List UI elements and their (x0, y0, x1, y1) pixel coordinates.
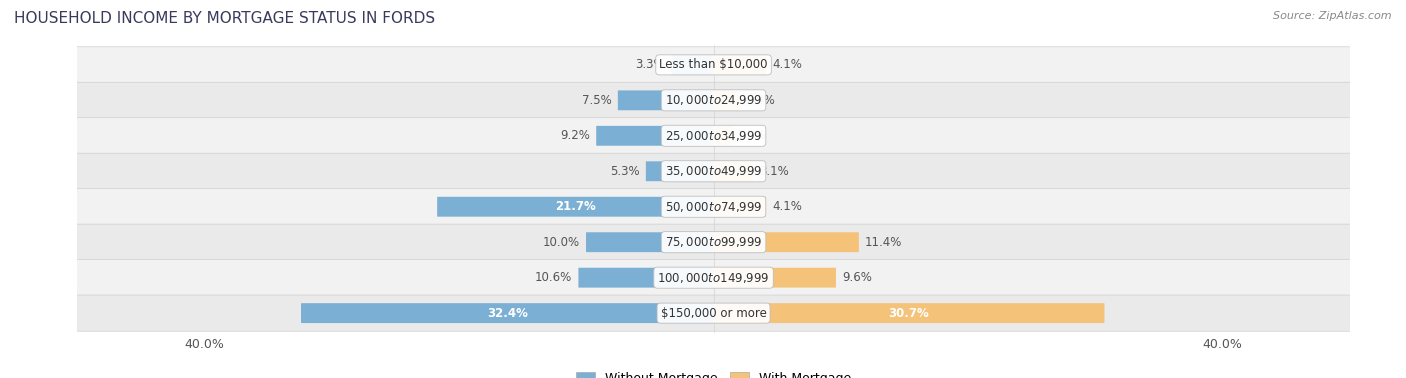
FancyBboxPatch shape (27, 118, 1400, 154)
FancyBboxPatch shape (713, 55, 766, 75)
Text: 11.4%: 11.4% (865, 236, 903, 249)
Text: $10,000 to $24,999: $10,000 to $24,999 (665, 93, 762, 107)
Text: 1.3%: 1.3% (737, 129, 766, 142)
Text: Less than $10,000: Less than $10,000 (659, 58, 768, 71)
Text: $35,000 to $49,999: $35,000 to $49,999 (665, 164, 762, 178)
FancyBboxPatch shape (27, 153, 1400, 189)
FancyBboxPatch shape (27, 260, 1400, 296)
Text: 10.0%: 10.0% (543, 236, 579, 249)
FancyBboxPatch shape (645, 161, 714, 181)
Text: $150,000 or more: $150,000 or more (661, 307, 766, 320)
FancyBboxPatch shape (596, 126, 714, 146)
Text: 10.6%: 10.6% (536, 271, 572, 284)
FancyBboxPatch shape (437, 197, 714, 217)
Text: 4.1%: 4.1% (772, 58, 801, 71)
Text: 4.1%: 4.1% (772, 200, 801, 213)
FancyBboxPatch shape (671, 55, 714, 75)
Text: 21.7%: 21.7% (555, 200, 596, 213)
Text: HOUSEHOLD INCOME BY MORTGAGE STATUS IN FORDS: HOUSEHOLD INCOME BY MORTGAGE STATUS IN F… (14, 11, 436, 26)
Text: 5.3%: 5.3% (610, 165, 640, 178)
FancyBboxPatch shape (586, 232, 714, 252)
FancyBboxPatch shape (617, 90, 714, 110)
FancyBboxPatch shape (713, 197, 766, 217)
Text: 30.7%: 30.7% (889, 307, 929, 320)
Text: $75,000 to $99,999: $75,000 to $99,999 (665, 235, 762, 249)
Text: 3.3%: 3.3% (636, 58, 665, 71)
Text: 9.2%: 9.2% (560, 129, 591, 142)
FancyBboxPatch shape (713, 303, 1105, 323)
Text: 2.0%: 2.0% (745, 94, 775, 107)
Text: 32.4%: 32.4% (486, 307, 527, 320)
Text: 3.1%: 3.1% (759, 165, 789, 178)
FancyBboxPatch shape (713, 232, 859, 252)
FancyBboxPatch shape (713, 90, 740, 110)
Text: 7.5%: 7.5% (582, 94, 612, 107)
Text: 9.6%: 9.6% (842, 271, 872, 284)
FancyBboxPatch shape (27, 224, 1400, 260)
Text: $50,000 to $74,999: $50,000 to $74,999 (665, 200, 762, 214)
Text: $25,000 to $34,999: $25,000 to $34,999 (665, 129, 762, 143)
FancyBboxPatch shape (27, 189, 1400, 225)
Text: $100,000 to $149,999: $100,000 to $149,999 (658, 271, 769, 285)
FancyBboxPatch shape (713, 161, 754, 181)
FancyBboxPatch shape (27, 295, 1400, 331)
FancyBboxPatch shape (27, 47, 1400, 83)
Legend: Without Mortgage, With Mortgage: Without Mortgage, With Mortgage (571, 367, 856, 378)
FancyBboxPatch shape (713, 126, 730, 146)
FancyBboxPatch shape (713, 268, 837, 288)
FancyBboxPatch shape (301, 303, 714, 323)
FancyBboxPatch shape (27, 82, 1400, 118)
FancyBboxPatch shape (578, 268, 714, 288)
Text: Source: ZipAtlas.com: Source: ZipAtlas.com (1274, 11, 1392, 21)
